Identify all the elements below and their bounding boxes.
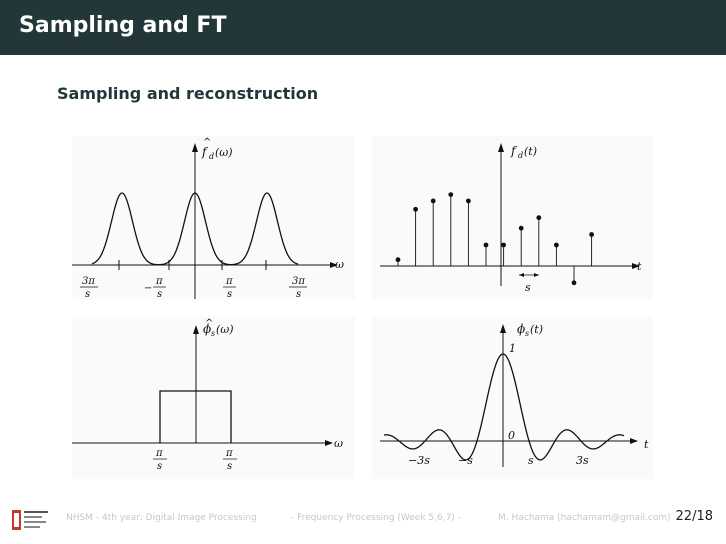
panel-spectrum-sampled: ^ f d (ω) ω 3π s − π s π s 3π s — [72, 136, 355, 300]
ylabel-hat: ^ — [205, 318, 213, 329]
sinc-plot: ϕ s (t) 1 0 t −3s −s s 3s — [380, 322, 649, 467]
sample-point — [395, 257, 401, 263]
x-axis-arrow — [325, 440, 333, 446]
y-axis-arrow — [193, 325, 199, 334]
footer-author: M. Hachama (hachamam@gmail.com) — [498, 513, 671, 523]
x-axis-arrow — [630, 438, 638, 444]
ylabel-sub: s — [211, 329, 215, 338]
zero-label: 0 — [508, 429, 515, 442]
sampled-signal-plot: f d (t) t s — [380, 143, 642, 294]
svg-text:π: π — [225, 448, 233, 459]
ideal-filter-plot: ^ ϕ s (ω) ω π s π s — [72, 318, 343, 472]
slide-subtitle: Sampling and reconstruction — [57, 84, 319, 103]
sample-point — [448, 192, 454, 197]
panel-sinc: ϕ s (t) 1 0 t −3s −s s 3s — [372, 317, 653, 479]
peak-label: 1 — [509, 342, 516, 355]
ylabel-arg: (t) — [530, 323, 543, 336]
x-axis-label: t — [637, 260, 642, 273]
ylabel-sub: d — [209, 152, 214, 161]
box-function — [159, 390, 232, 443]
svg-text:−: − — [144, 283, 152, 294]
svg-text:π: π — [155, 276, 163, 287]
ylabel-main: ϕ — [203, 322, 211, 336]
svg-text:s: s — [227, 289, 232, 300]
sample-point — [466, 198, 471, 204]
sample-point — [589, 232, 594, 237]
panel-ideal-filter: ^ ϕ s (ω) ω π s π s — [72, 317, 355, 479]
page-number: 22/18 — [675, 509, 713, 524]
ylabel-arg: (ω) — [215, 146, 233, 159]
ylabel-main: ϕ — [517, 322, 525, 336]
sample-point — [518, 225, 524, 231]
svg-text:π: π — [155, 448, 163, 459]
footer: NHSM - 4th year: Digital Image Processin… — [0, 502, 726, 544]
tick-label-1: 3π s — [80, 276, 98, 300]
x-axis-label: ω — [334, 437, 343, 450]
tick-label-s: s — [528, 454, 534, 467]
tick-label-1: π s — [153, 448, 167, 472]
svg-text:s: s — [85, 289, 90, 300]
spectrum-curve — [91, 192, 299, 266]
institution-logo — [12, 510, 48, 530]
sample-point — [571, 280, 577, 286]
slide-title: Sampling and FT — [19, 13, 227, 38]
ylabel-main: f — [201, 145, 209, 159]
tick-label-negs: −s — [458, 454, 473, 467]
tick-label-2: π s — [223, 448, 237, 472]
sample-point — [536, 215, 542, 221]
x-axis-label: ω — [335, 258, 344, 271]
title-bar: Sampling and FT — [0, 0, 726, 55]
ylabel-main: f — [510, 144, 518, 158]
spectrum-sampled-plot: ^ f d (ω) ω 3π s − π s π s 3π s — [72, 137, 344, 300]
svg-text:s: s — [157, 461, 162, 472]
ylabel-hat: ^ — [203, 137, 211, 148]
sample-point — [483, 242, 489, 248]
spacing-label: s — [525, 281, 531, 294]
tick-label-2: − π s — [144, 276, 166, 300]
x-axis-arrow — [330, 262, 338, 268]
svg-text:s: s — [296, 289, 301, 300]
sample-point — [430, 198, 436, 204]
tick-label-3s: 3s — [576, 454, 589, 467]
sample-point — [554, 242, 559, 248]
x-axis-arrow — [632, 263, 640, 269]
tick-label-neg3s: −3s — [408, 454, 430, 467]
svg-text:π: π — [225, 276, 233, 287]
panel-sampled-signal: f d (t) t s — [372, 136, 653, 299]
svg-text:s: s — [157, 289, 162, 300]
svg-text:3π: 3π — [82, 276, 95, 287]
footer-course: NHSM - 4th year: Digital Image Processin… — [66, 513, 257, 523]
x-axis-label: t — [644, 438, 649, 451]
sinc-curve — [383, 353, 625, 461]
y-axis-arrow — [498, 143, 504, 152]
y-axis-arrow — [192, 143, 198, 152]
footer-section: - Frequency Processing (Week 5,6,7) - — [291, 513, 461, 523]
ylabel-sub: d — [518, 151, 523, 160]
y-axis-arrow — [500, 324, 506, 333]
svg-text:s: s — [227, 461, 232, 472]
sample-point — [413, 206, 418, 212]
ylabel-sub: s — [525, 329, 529, 338]
tick-label-4: 3π s — [289, 276, 307, 300]
ylabel-arg: (ω) — [216, 323, 234, 336]
sample-point — [501, 242, 506, 248]
tick-label-3: π s — [223, 276, 236, 300]
ylabel-arg: (t) — [524, 145, 537, 158]
svg-text:3π: 3π — [292, 276, 305, 287]
